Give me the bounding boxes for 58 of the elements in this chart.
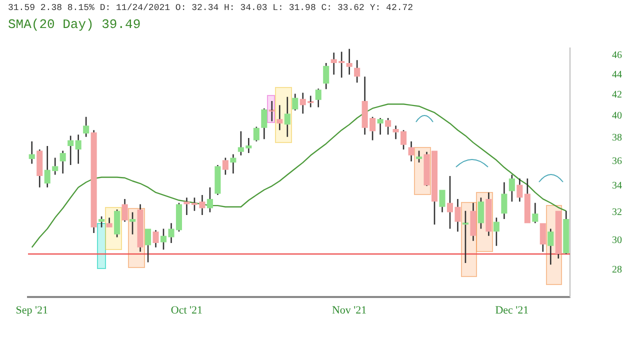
candlestick xyxy=(501,182,508,220)
candlestick xyxy=(462,210,468,264)
y-tick-label: 36 xyxy=(612,156,622,167)
y-tick-label: 28 xyxy=(612,264,622,276)
candlestick xyxy=(516,178,523,202)
candlestick xyxy=(478,196,484,230)
y-tick-label: 46 xyxy=(612,50,622,62)
y-tick-label: 30 xyxy=(612,234,622,246)
candlestick xyxy=(122,198,128,222)
candlestick xyxy=(144,228,152,263)
candlestick xyxy=(230,154,236,174)
candlestick xyxy=(184,196,190,216)
x-tick-label: Nov '21 xyxy=(332,304,367,316)
candlestick xyxy=(292,93,298,112)
candlestick xyxy=(470,202,476,242)
candlestick xyxy=(137,204,144,252)
chart-subtitle: SMA(20 Day) 39.49 xyxy=(8,17,141,32)
candlestick xyxy=(524,178,530,224)
candlestick xyxy=(152,230,159,248)
candlestick xyxy=(508,174,515,202)
candlestick xyxy=(28,140,35,164)
candlestick xyxy=(284,96,290,138)
y-tick-label: 32 xyxy=(612,206,622,218)
candlestick xyxy=(408,140,414,162)
candlestick xyxy=(261,108,268,140)
candlestick xyxy=(439,190,446,213)
candlestick xyxy=(106,217,112,228)
y-tick-label: 34 xyxy=(612,180,622,192)
x-tick-label: Sep '21 xyxy=(16,304,48,316)
x-tick-label: Dec '21 xyxy=(495,304,529,316)
y-tick-label: 44 xyxy=(612,69,622,80)
candlestick xyxy=(90,129,97,234)
chart-title: 31.59 2.38 8.15% D: 11/24/2021 O: 32.34 H: 34.03 L: 31.98 C: 33.62 Y: 42.72 xyxy=(8,3,414,13)
candlestick xyxy=(60,150,66,174)
candlestick xyxy=(493,217,500,247)
candlestick xyxy=(555,210,562,260)
candlestick xyxy=(377,117,384,136)
candlestick xyxy=(548,228,554,266)
candlestick xyxy=(214,164,221,196)
candlestick xyxy=(354,60,360,84)
candlestick xyxy=(130,212,136,236)
candlestick xyxy=(83,116,90,138)
candlestick xyxy=(532,202,538,224)
candlestick xyxy=(68,135,74,166)
y-tick-label: 40 xyxy=(612,110,622,122)
candlestick xyxy=(346,48,352,76)
candlestick xyxy=(206,186,213,213)
candlestick xyxy=(416,150,422,164)
candlestick xyxy=(486,192,492,236)
candlestick xyxy=(276,104,283,131)
y-tick-label: 42 xyxy=(612,89,622,100)
candlestick xyxy=(385,117,392,136)
x-tick-label: Oct '21 xyxy=(170,304,203,316)
candlestick xyxy=(315,88,322,108)
y-tick-label: 38 xyxy=(612,132,622,144)
candlestick xyxy=(323,62,330,90)
candlestick xyxy=(36,148,43,188)
candlestick xyxy=(75,134,82,164)
